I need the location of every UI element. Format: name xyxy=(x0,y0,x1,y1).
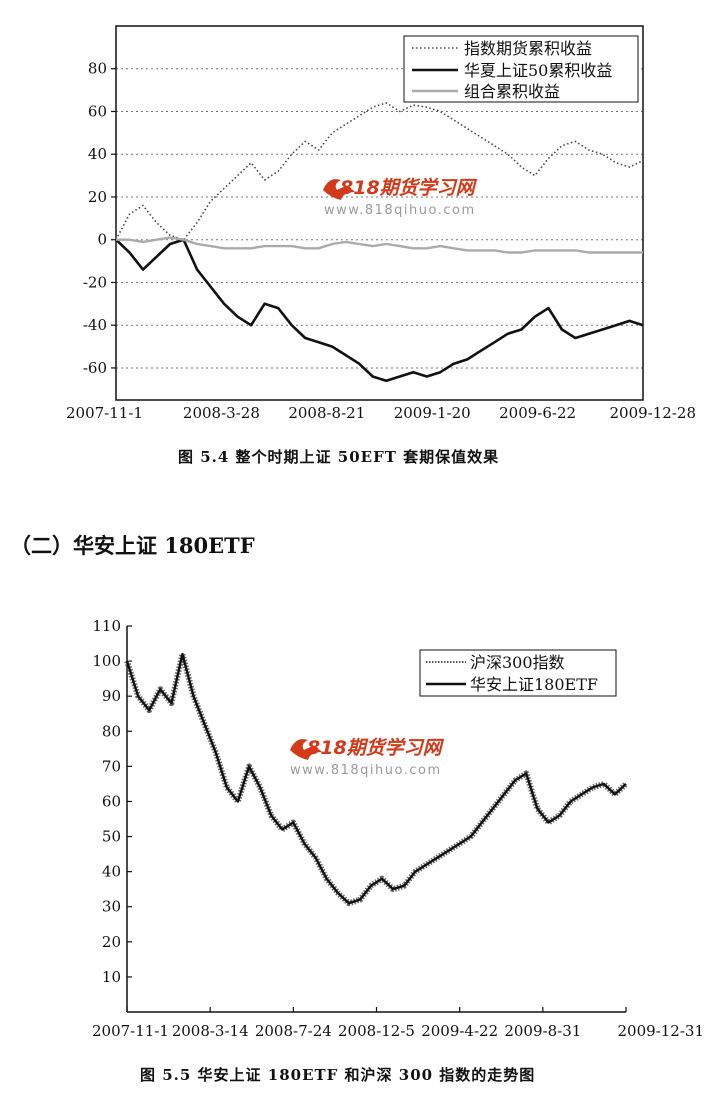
flame-logo-icon xyxy=(290,739,322,760)
y-tick-label: -20 xyxy=(83,273,107,291)
legend-label-etf180: 华安上证180ETF xyxy=(470,675,598,694)
y-tick-label: -40 xyxy=(83,316,107,334)
watermark-url: www.818qihuo.com xyxy=(324,203,476,218)
y-tick-label: 70 xyxy=(102,757,121,775)
watermark-brand: 818期货学习网 xyxy=(340,177,478,199)
x-tick-label: 2008-3-14 xyxy=(172,1022,249,1040)
x-tick-label: 2007-11-1 xyxy=(92,1022,169,1040)
y-tick-label: 80 xyxy=(88,60,107,78)
series-line-1 xyxy=(115,238,644,383)
y-tick-label: 100 xyxy=(92,652,121,670)
legend: 沪深300指数 华安上证180ETF xyxy=(419,649,617,697)
legend-label-portfolio: 组合累积收益 xyxy=(464,82,560,101)
y-tick-label: 90 xyxy=(102,687,121,705)
y-tick-label: 60 xyxy=(88,102,107,120)
y-tick-label: -60 xyxy=(83,359,107,377)
x-tick-label: 2009-1-20 xyxy=(394,404,471,422)
figure-caption: 图 5.5 华安上证 180ETF 和沪深 300 指数的走势图 xyxy=(140,1066,536,1084)
figure-5-5-chart: 10 20 30 40 50 60 70 80 90 100 110 2007-11-1 2008-3… xyxy=(92,617,704,1040)
y-tick-label: 20 xyxy=(88,188,107,206)
figure-5-4-chart: -60 -40 -20 0 20 40 60 80 2007-11-1 2008-3-28 200… xyxy=(66,25,696,422)
x-tick-label: 2009-12-28 xyxy=(610,404,696,422)
y-tick-label: 0 xyxy=(97,231,107,249)
y-tick-label: 110 xyxy=(92,617,121,635)
watermark: 818期货学习网 www.818qihuo.com xyxy=(323,177,478,218)
watermark: 818期货学习网 www.818qihuo.com xyxy=(290,737,445,778)
watermark-brand: 818期货学习网 xyxy=(307,737,445,759)
x-tick-label: 2008-8-21 xyxy=(288,404,365,422)
y-tick-label: 20 xyxy=(102,933,121,951)
x-tick-label: 2009-12-31 xyxy=(618,1022,704,1040)
flame-logo-icon xyxy=(323,179,355,200)
series-line-1 xyxy=(125,652,627,905)
section-heading: （二）华安上证 180ETF xyxy=(10,533,255,558)
plot-frame xyxy=(115,25,644,401)
y-tick-label: 60 xyxy=(102,792,121,810)
series-line-2 xyxy=(116,236,643,254)
legend-label-csi300: 沪深300指数 xyxy=(470,653,565,672)
series-line-0 xyxy=(115,102,644,241)
legend-label-futures: 指数期货累积收益 xyxy=(464,39,592,58)
watermark-url: www.818qihuo.com xyxy=(290,763,442,778)
x-tick-label: 2008-3-28 xyxy=(183,404,260,422)
y-tick-label: 80 xyxy=(102,722,121,740)
y-tick-label: 30 xyxy=(102,898,121,916)
x-tick-label: 2008-7-24 xyxy=(255,1022,332,1040)
legend: 指数期货累积收益 华夏上证50累积收益 组合累积收益 xyxy=(403,35,639,103)
x-tick-label: 2008-12-5 xyxy=(338,1022,415,1040)
figure-caption: 图 5.4 整个时期上证 50EFT 套期保值效果 xyxy=(178,448,500,466)
legend-label-etf50: 华夏上证50累积收益 xyxy=(464,61,612,80)
x-tick-label: 2009-4-22 xyxy=(421,1022,498,1040)
y-tick-label: 40 xyxy=(102,863,121,881)
x-tick-label: 2009-6-22 xyxy=(499,404,576,422)
x-tick-label: 2007-11-1 xyxy=(66,404,143,422)
y-tick-label: 50 xyxy=(102,828,121,846)
x-tick-label: 2009-8-31 xyxy=(504,1022,581,1040)
y-tick-label: 10 xyxy=(102,968,121,986)
y-tick-label: 40 xyxy=(88,145,107,163)
